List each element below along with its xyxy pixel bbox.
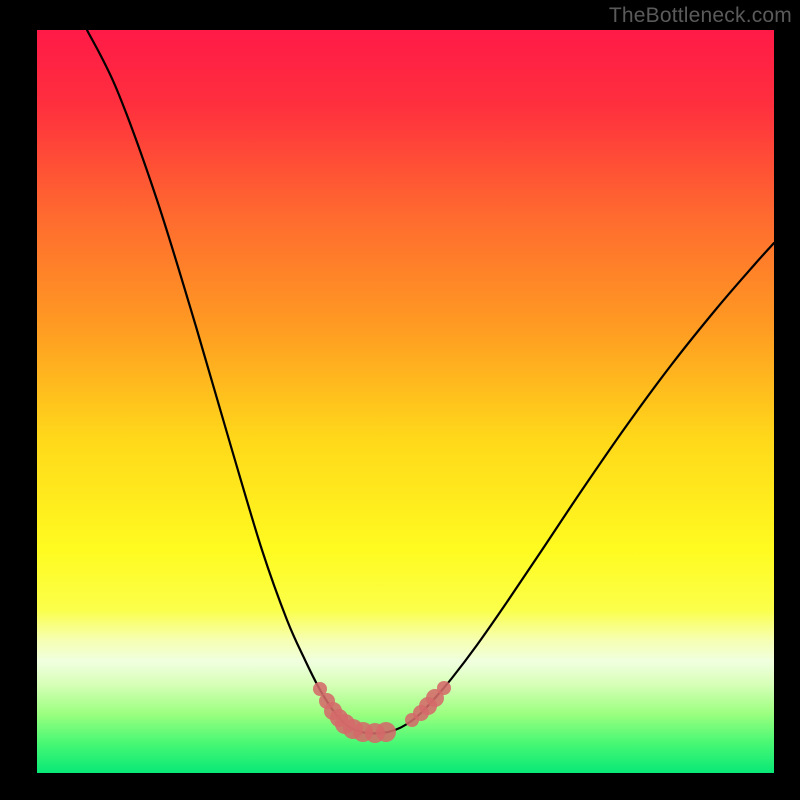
- watermark-text: TheBottleneck.com: [609, 4, 792, 28]
- plot-background: [37, 30, 774, 773]
- marker-point: [437, 681, 451, 695]
- marker-point: [376, 722, 396, 742]
- chart-canvas: [0, 0, 800, 800]
